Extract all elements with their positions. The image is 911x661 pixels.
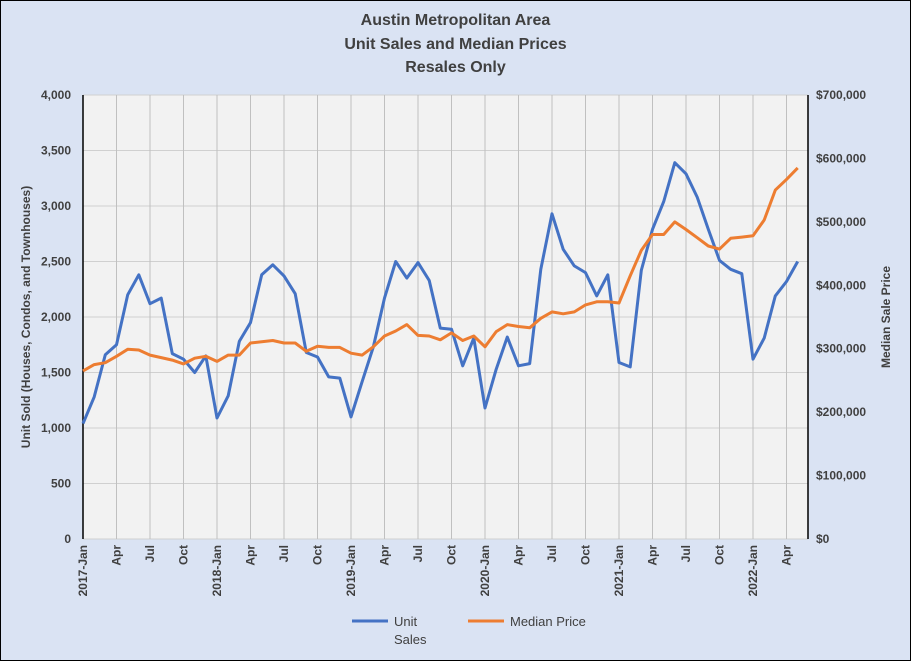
x-tick-label: Oct xyxy=(579,545,593,565)
x-tick-label: 2022-Jan xyxy=(746,545,760,596)
y-left-tick-label: 2,000 xyxy=(41,310,71,324)
y-right-tick-label: $400,000 xyxy=(816,278,866,292)
x-tick-label: Oct xyxy=(311,545,325,565)
y-left-tick-label: 0 xyxy=(64,532,71,546)
chart-title-line3: Resales Only xyxy=(405,59,506,76)
x-tick-label: Apr xyxy=(646,545,660,566)
y-left-tick-label: 1,500 xyxy=(41,366,71,380)
x-tick-label: Oct xyxy=(177,545,191,565)
x-tick-label: 2021-Jan xyxy=(612,545,626,596)
x-tick-label: 2018-Jan xyxy=(210,545,224,596)
x-tick-label: Oct xyxy=(445,545,459,565)
x-tick-label: Apr xyxy=(512,545,526,566)
y-right-axis-title: Median Sale Price xyxy=(879,266,893,368)
y-left-tick-label: 1,000 xyxy=(41,421,71,435)
legend-median-price-label: Median Price xyxy=(510,614,586,629)
x-tick-label: Apr xyxy=(110,545,124,566)
legend-unit-sales-label-line2: Sales xyxy=(394,632,427,647)
y-right-tick-label: $100,000 xyxy=(816,469,866,483)
y-right-tick-label: $600,000 xyxy=(816,151,866,165)
x-tick-label: 2017-Jan xyxy=(76,545,90,596)
x-tick-label: Jul xyxy=(679,545,693,562)
legend-unit-sales-label-line1: Unit xyxy=(394,614,418,629)
y-right-tick-label: $700,000 xyxy=(816,88,866,102)
x-tick-label: Apr xyxy=(244,545,258,566)
y-left-axis-title: Unit Sold (Houses, Condos, and Townhouse… xyxy=(19,186,33,448)
x-tick-label: Oct xyxy=(713,545,727,565)
x-tick-label: Apr xyxy=(378,545,392,566)
x-tick-label: Jul xyxy=(277,545,291,562)
chart-title-line1: Austin Metropolitan Area xyxy=(360,12,551,29)
y-left-tick-label: 500 xyxy=(51,477,71,491)
x-tick-label: Apr xyxy=(780,545,794,566)
y-right-tick-label: $200,000 xyxy=(816,405,866,419)
y-right-tick-label: $300,000 xyxy=(816,342,866,356)
x-tick-label: Jul xyxy=(411,545,425,562)
unit-sales-line xyxy=(81,161,800,425)
y-right-tick-label: $500,000 xyxy=(816,215,866,229)
x-tick-label: Jul xyxy=(545,545,559,562)
x-tick-label: Jul xyxy=(143,545,157,562)
y-left-tick-label: 2,500 xyxy=(41,255,71,269)
x-tick-label: 2020-Jan xyxy=(478,545,492,596)
median-price-line xyxy=(82,166,799,373)
y-left-tick-label: 3,500 xyxy=(41,144,71,158)
y-left-tick-label: 4,000 xyxy=(41,88,71,102)
y-right-tick-label: $0 xyxy=(816,532,830,546)
y-left-tick-label: 3,000 xyxy=(41,199,71,213)
chart-title-line2: Unit Sales and Median Prices xyxy=(344,36,567,53)
x-tick-label: 2019-Jan xyxy=(344,545,358,596)
